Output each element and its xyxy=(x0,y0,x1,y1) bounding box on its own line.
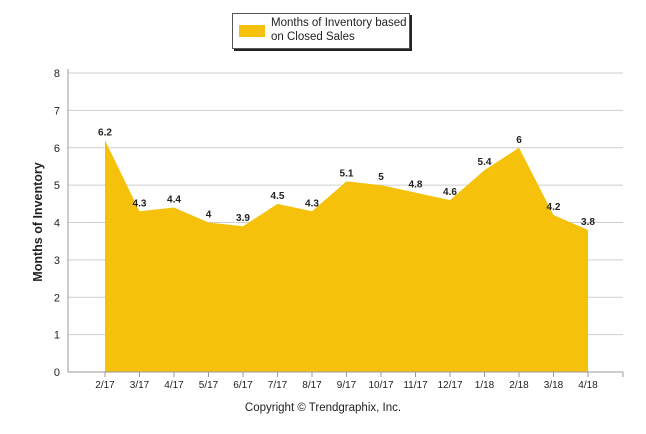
area-series xyxy=(105,140,588,372)
legend-label: Months of Inventory based on Closed Sale… xyxy=(271,17,407,43)
x-tick-label: 6/17 xyxy=(233,380,253,391)
y-tick-label: 5 xyxy=(54,180,60,192)
x-tick-label: 11/17 xyxy=(403,380,428,391)
axes xyxy=(67,69,624,377)
data-label: 5 xyxy=(378,172,384,183)
x-tick-label: 5/17 xyxy=(199,380,219,391)
y-tick-label: 7 xyxy=(54,105,60,117)
x-tick-label: 7/17 xyxy=(268,380,288,391)
data-label: 4.3 xyxy=(133,198,147,209)
y-tick-label: 1 xyxy=(54,330,60,342)
area-fill xyxy=(105,140,588,372)
x-tick-label: 8/17 xyxy=(302,380,322,391)
x-tick-labels: 2/17 3/17 4/17 5/17 6/17 7/17 8/17 9/17 10/17 11/… xyxy=(95,380,598,391)
data-label: 4.6 xyxy=(443,187,457,198)
x-tick-label: 3/18 xyxy=(544,380,564,391)
data-label: 5.1 xyxy=(340,168,354,179)
x-tick-label: 12/17 xyxy=(437,380,462,391)
x-tick-label: 1/18 xyxy=(475,380,495,391)
x-tick-label: 3/17 xyxy=(130,380,150,391)
data-label: 3.8 xyxy=(581,217,595,228)
data-label: 4.8 xyxy=(409,180,423,191)
data-label: 4.3 xyxy=(305,198,319,209)
data-label: 4.5 xyxy=(271,191,285,202)
y-tick-label: 2 xyxy=(54,292,60,304)
y-tick-label: 8 xyxy=(54,68,60,80)
y-tick-label: 6 xyxy=(54,143,60,155)
y-axis-title: Months of Inventory xyxy=(31,162,45,281)
data-labels: 6.2 4.3 4.4 4 3.9 4.5 4.3 5.1 5 4.8 4.6 5.4 6 4.2 3.8 xyxy=(98,127,595,228)
x-tick-label: 4/18 xyxy=(578,380,598,391)
copyright-text: Copyright © Trendgraphix, Inc. xyxy=(244,402,402,414)
data-label: 4.2 xyxy=(547,202,561,213)
y-tick-label: 3 xyxy=(54,255,60,267)
data-label: 6 xyxy=(516,135,522,146)
data-label: 4.4 xyxy=(167,195,181,206)
y-tick-labels: 0 1 2 3 4 5 6 7 8 xyxy=(54,68,60,379)
x-tick-label: 2/17 xyxy=(95,380,115,391)
x-tick-label: 2/18 xyxy=(509,380,529,391)
y-tick-label: 0 xyxy=(54,367,60,379)
legend: Months of Inventory based on Closed Sale… xyxy=(232,13,410,49)
x-tick-label: 9/17 xyxy=(337,380,357,391)
data-label: 3.9 xyxy=(236,213,250,224)
x-tick-label: 4/17 xyxy=(164,380,184,391)
x-tick-label: 10/17 xyxy=(368,380,393,391)
data-label: 4 xyxy=(206,210,212,221)
data-label: 6.2 xyxy=(98,127,112,138)
y-tick-label: 4 xyxy=(54,218,60,230)
data-label: 5.4 xyxy=(478,157,492,168)
legend-swatch xyxy=(239,25,265,37)
